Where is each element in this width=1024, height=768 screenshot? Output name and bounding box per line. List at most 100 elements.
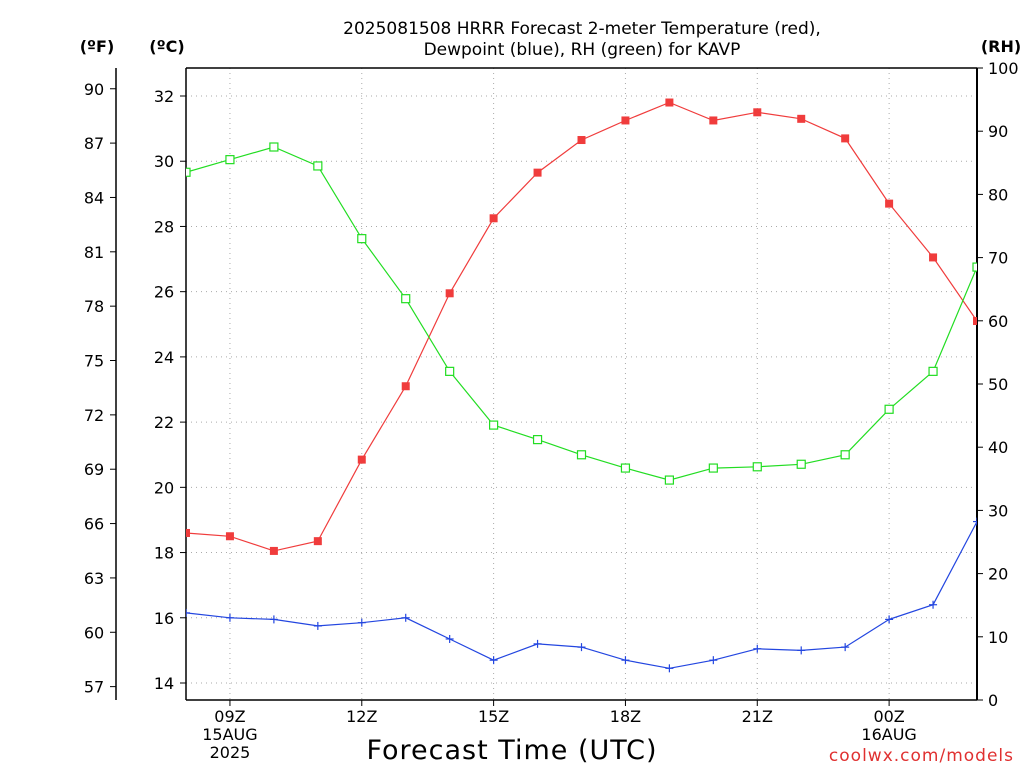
rh-tick-label: 90 — [988, 122, 1008, 141]
temperature-point — [313, 537, 322, 546]
rh-point — [269, 142, 279, 152]
temperature-point — [489, 214, 498, 223]
rh-point — [752, 462, 762, 472]
temperature-point — [577, 136, 586, 145]
rh-point — [532, 435, 543, 445]
celsius-unit-label: (ºC) — [149, 37, 184, 56]
chart-title-line-2: Dewpoint (blue), RH (green) for KAVP — [424, 40, 741, 60]
fahrenheit-tick-label: 87 — [84, 134, 104, 153]
fahrenheit-tick-label: 90 — [84, 80, 104, 99]
dewpoint-point — [841, 643, 850, 652]
x-axis-title: Forecast Time (UTC) — [366, 735, 657, 766]
x-tick-label: 00Z — [873, 707, 904, 726]
plot-axes — [115, 67, 978, 701]
fahrenheit-tick-label: 75 — [84, 352, 104, 371]
fahrenheit-tick-label: 81 — [84, 243, 104, 262]
dewpoint-point — [973, 517, 977, 526]
dewpoint-point — [401, 613, 410, 622]
rh-point — [357, 234, 367, 244]
temperature-point — [533, 168, 542, 177]
dewpoint-point — [533, 639, 542, 648]
rh-tick-label: 100 — [988, 59, 1019, 78]
temperature-point — [709, 116, 718, 125]
dewpoint-point — [797, 646, 806, 655]
rh-tick-label: 50 — [988, 375, 1008, 394]
x-tick-label: 15AUG — [202, 725, 257, 744]
fahrenheit-tick-label: 66 — [84, 515, 104, 534]
dewpoint-point — [665, 664, 674, 673]
dewpoint-point — [269, 615, 278, 624]
plot-grid — [186, 68, 977, 700]
rh-tick-label: 0 — [988, 691, 998, 710]
fahrenheit-tick-label: 60 — [84, 623, 104, 642]
rh-tick-label: 70 — [988, 249, 1008, 268]
x-tick-label: 16AUG — [861, 725, 916, 744]
dewpoint-point — [445, 634, 454, 643]
temperature-point — [225, 532, 234, 541]
x-tick-label: 2025 — [210, 743, 251, 762]
temperature-point — [797, 114, 806, 123]
x-tick-label: 21Z — [742, 707, 773, 726]
rh-tick-label: 20 — [988, 565, 1008, 584]
rh-point — [928, 366, 938, 376]
dewpoint-point — [621, 656, 630, 665]
rh-point — [313, 161, 323, 171]
rh-point — [840, 450, 850, 460]
dewpoint-point — [225, 613, 234, 622]
x-tick-label: 18Z — [610, 707, 641, 726]
temperature-point — [621, 116, 630, 125]
dewpoint-point — [357, 618, 366, 627]
rh-point — [225, 155, 235, 165]
rh-point — [576, 450, 587, 460]
fahrenheit-tick-label: 84 — [84, 188, 104, 207]
dewpoint-point — [577, 643, 586, 652]
rh-point — [972, 262, 977, 272]
temperature-point — [665, 98, 674, 107]
temperature-point — [973, 317, 977, 326]
rh-tick-label: 30 — [988, 501, 1008, 520]
temperature-line — [186, 101, 977, 552]
rh-point — [664, 475, 674, 485]
rh-point — [401, 294, 411, 304]
x-tick-label: 09Z — [214, 707, 245, 726]
temperature-point — [357, 455, 366, 464]
rh-point — [708, 463, 718, 473]
chart-title-line-1: 2025081508 HRRR Forecast 2-meter Tempera… — [343, 19, 821, 39]
fahrenheit-tick-label: 63 — [84, 569, 104, 588]
temperature-point — [269, 546, 278, 555]
celsius-tick-label: 16 — [154, 609, 174, 628]
rh-point — [445, 366, 455, 376]
fahrenheit-tick-label: 69 — [84, 460, 104, 479]
dewpoint-point — [885, 615, 894, 624]
dewpoint-point — [489, 656, 498, 665]
temperature-point — [885, 199, 894, 208]
rh-tick-label: 10 — [988, 628, 1008, 647]
rh-tick-label: 60 — [988, 312, 1008, 331]
celsius-tick-label: 18 — [154, 544, 174, 563]
dewpoint-point — [929, 600, 938, 609]
temperature-point — [929, 253, 938, 262]
celsius-tick-label: 26 — [154, 283, 174, 302]
temperature-point — [401, 382, 410, 391]
dewpoint-point — [753, 644, 762, 653]
temperature-point — [445, 289, 454, 298]
rh-point — [884, 404, 894, 414]
fahrenheit-tick-label: 72 — [84, 406, 104, 425]
dewpoint-point — [313, 621, 322, 630]
rh-line — [186, 146, 977, 481]
x-tick-label: 12Z — [346, 707, 377, 726]
celsius-tick-label: 30 — [154, 152, 174, 171]
rh-point — [620, 463, 631, 473]
fahrenheit-unit-label: (ºF) — [80, 37, 115, 56]
celsius-tick-label: 28 — [154, 217, 174, 236]
celsius-tick-label: 32 — [154, 87, 174, 106]
temperature-point — [753, 108, 762, 117]
plot-area — [186, 98, 977, 673]
celsius-tick-label: 22 — [154, 413, 174, 432]
celsius-tick-label: 20 — [154, 478, 174, 497]
chart-title: 2025081508 HRRR Forecast 2-meter Tempera… — [343, 19, 821, 60]
celsius-tick-label: 14 — [154, 674, 174, 693]
x-tick-label: 15Z — [478, 707, 509, 726]
